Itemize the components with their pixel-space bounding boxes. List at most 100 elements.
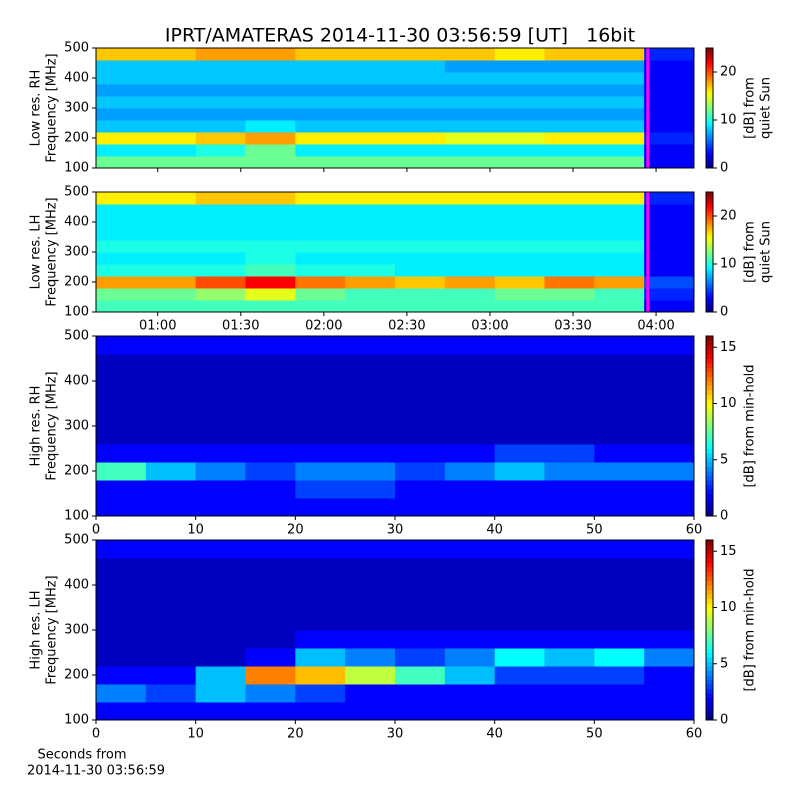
- y-tick-label: 300: [64, 623, 89, 638]
- heatmap-cell: [544, 408, 595, 427]
- heatmap-cell: [295, 576, 346, 595]
- colorbar-step: [706, 484, 713, 490]
- heatmap-cell: [295, 288, 346, 301]
- heatmap-cell: [345, 252, 396, 265]
- heatmap-cell: [345, 300, 396, 313]
- heatmap-cell: [444, 132, 496, 145]
- heatmap-cell: [594, 144, 645, 157]
- heatmap-cell: [644, 462, 695, 481]
- heatmap-cell: [544, 252, 595, 265]
- heatmap-cell: [145, 498, 197, 517]
- heatmap-cell: [96, 666, 147, 685]
- heatmap-cell: [544, 96, 595, 109]
- heatmap-cell: [345, 576, 396, 595]
- heatmap-cell: [195, 444, 246, 463]
- colorbar-step: [706, 430, 713, 436]
- heatmap-cell: [295, 72, 346, 85]
- heatmap-cell: [594, 96, 645, 109]
- y-tick-label: 400: [64, 374, 89, 389]
- heatmap-cell: [245, 264, 296, 277]
- colorbar-tick-label: 15: [720, 340, 737, 355]
- heatmap-cell: [594, 132, 645, 145]
- colorbar-step: [706, 57, 713, 61]
- heatmap-cell: [345, 630, 396, 649]
- heatmap-cell: [444, 594, 496, 613]
- heatmap-cell: [395, 48, 446, 61]
- heatmap-cell: [494, 48, 545, 61]
- colorbar-step: [706, 439, 713, 445]
- x-tick-label: 20: [287, 727, 304, 742]
- colorbar-step: [706, 336, 713, 341]
- heatmap-cell: [395, 612, 446, 631]
- colorbar-step: [706, 466, 713, 472]
- colorbar-step: [706, 444, 713, 449]
- heatmap-cell: [145, 300, 197, 313]
- heatmap-cell: [594, 264, 645, 277]
- heatmap-cell: [494, 252, 545, 265]
- colorbar-step: [706, 652, 713, 658]
- heatmap-cell: [644, 372, 695, 391]
- heatmap-cell: [96, 84, 147, 97]
- colorbar-step: [706, 679, 713, 685]
- heatmap-cell: [395, 648, 446, 667]
- colorbar-step: [706, 237, 713, 241]
- heatmap-cell: [96, 702, 147, 721]
- colorbar-step: [706, 367, 713, 373]
- x-tick-label: 40: [486, 523, 503, 538]
- x-tick-label: 50: [586, 727, 603, 742]
- heatmap-cell: [644, 498, 695, 517]
- heatmap-cell: [295, 204, 346, 217]
- heatmap-cell: [245, 336, 296, 355]
- colorbar-step: [706, 279, 713, 283]
- colorbar-step: [706, 598, 713, 604]
- colorbar-step: [706, 222, 713, 226]
- heatmap-cell: [295, 48, 346, 61]
- heatmap-cell: [395, 666, 446, 685]
- heatmap-cell: [395, 144, 446, 157]
- heatmap-cell: [245, 684, 296, 703]
- heatmap-cell: [494, 390, 545, 409]
- heatmap-cell: [195, 594, 246, 613]
- heatmap-cell: [444, 336, 496, 355]
- colorbar-tick-label: 15: [720, 544, 737, 559]
- heatmap-cell: [145, 594, 197, 613]
- heatmap-cell: [145, 96, 197, 109]
- heatmap-cell: [644, 612, 695, 631]
- heatmap-cell: [245, 300, 296, 313]
- heatmap-cell: [345, 204, 396, 217]
- heatmap-cell: [644, 300, 695, 313]
- heatmap-cell: [145, 84, 197, 97]
- colorbar-step: [706, 511, 713, 517]
- colorbar-step: [706, 589, 713, 595]
- colorbar-step: [706, 129, 713, 133]
- heatmap-cell: [544, 612, 595, 631]
- heatmap-cell: [444, 96, 496, 109]
- heatmap-cell: [444, 540, 496, 559]
- heatmap-cell: [594, 558, 645, 577]
- heatmap-cell: [444, 144, 496, 157]
- heatmap-cell: [195, 108, 246, 121]
- colorbar-step: [706, 210, 713, 214]
- colorbar-step: [706, 670, 713, 676]
- colorbar-step: [706, 426, 713, 431]
- x-tick-label: 10: [187, 727, 204, 742]
- heatmap-cell: [644, 558, 695, 577]
- y-tick-label: 100: [64, 713, 89, 728]
- heatmap-cell: [195, 252, 246, 265]
- colorbar-step: [706, 715, 713, 721]
- heatmap-cell: [96, 300, 147, 313]
- heatmap-cell: [295, 120, 346, 133]
- heatmap-cell: [444, 390, 496, 409]
- colorbar-step: [706, 231, 713, 235]
- heatmap-cell: [544, 72, 595, 85]
- y-axis-label: Frequency [MHz]: [45, 53, 60, 162]
- colorbar-step: [706, 666, 713, 671]
- heatmap-cell: [544, 276, 595, 289]
- heatmap-cell: [594, 276, 645, 289]
- colorbar-step: [706, 390, 713, 395]
- y-axis-label: Frequency [MHz]: [45, 197, 60, 306]
- heatmap-cell: [544, 48, 595, 61]
- heatmap-cell: [594, 540, 645, 559]
- colorbar-label: quiet Sun: [759, 221, 774, 283]
